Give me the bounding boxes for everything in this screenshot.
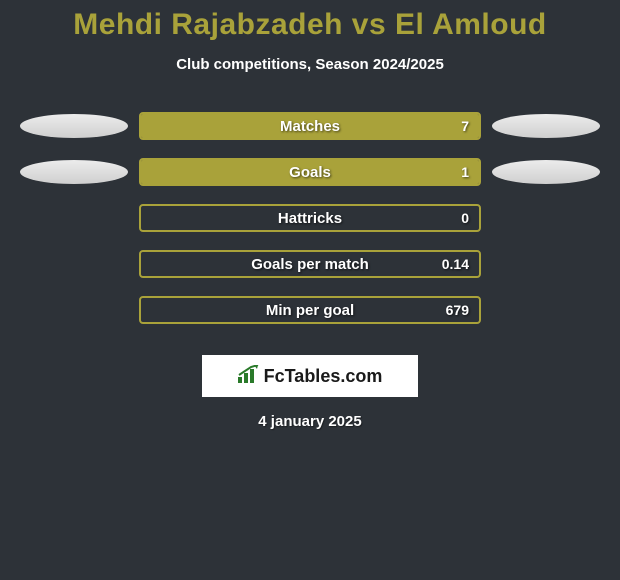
chart-icon bbox=[238, 365, 260, 388]
player-left-ellipse bbox=[20, 160, 128, 184]
stat-label: Goals per match bbox=[141, 252, 479, 276]
page-subtitle: Club competitions, Season 2024/2025 bbox=[0, 56, 620, 73]
page-title: Mehdi Rajabzadeh vs El Amloud bbox=[0, 0, 620, 42]
player-right-ellipse bbox=[492, 160, 600, 184]
stat-value: 7 bbox=[461, 114, 469, 138]
stat-rows: Matches7Goals1Hattricks0Goals per match0… bbox=[0, 103, 620, 333]
player-left-ellipse bbox=[20, 114, 128, 138]
logo-text: FcTables.com bbox=[264, 366, 383, 387]
player-right-ellipse bbox=[492, 114, 600, 138]
stat-label: Matches bbox=[141, 114, 479, 138]
left-ellipse-cell bbox=[9, 114, 139, 138]
right-ellipse-cell bbox=[481, 114, 611, 138]
stat-value: 1 bbox=[461, 160, 469, 184]
stat-value: 679 bbox=[446, 298, 469, 322]
stat-value: 0.14 bbox=[442, 252, 469, 276]
stat-bar: Hattricks0 bbox=[139, 204, 481, 232]
date-text: 4 january 2025 bbox=[0, 413, 620, 430]
stat-label: Hattricks bbox=[141, 206, 479, 230]
stat-row: Goals per match0.14 bbox=[0, 241, 620, 287]
stat-label: Goals bbox=[141, 160, 479, 184]
left-ellipse-cell bbox=[9, 160, 139, 184]
stat-bar: Matches7 bbox=[139, 112, 481, 140]
right-ellipse-cell bbox=[481, 160, 611, 184]
stat-bar: Goals per match0.14 bbox=[139, 250, 481, 278]
stat-value: 0 bbox=[461, 206, 469, 230]
logo-box: FcTables.com bbox=[202, 355, 418, 397]
stat-row: Goals1 bbox=[0, 149, 620, 195]
stat-label: Min per goal bbox=[141, 298, 479, 322]
stat-bar: Min per goal679 bbox=[139, 296, 481, 324]
logo: FcTables.com bbox=[238, 365, 383, 388]
stat-row: Hattricks0 bbox=[0, 195, 620, 241]
comparison-infographic: Mehdi Rajabzadeh vs El Amloud Club compe… bbox=[0, 0, 620, 580]
stat-row: Matches7 bbox=[0, 103, 620, 149]
stat-bar: Goals1 bbox=[139, 158, 481, 186]
stat-row: Min per goal679 bbox=[0, 287, 620, 333]
